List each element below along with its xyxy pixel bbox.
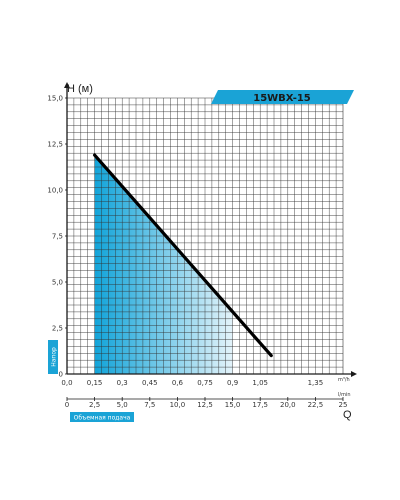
y-axis-arrow-icon (64, 82, 70, 88)
x-bottom-tick-label: 12,5 (197, 401, 213, 409)
x-bottom-tick-label: 7,5 (144, 401, 155, 409)
x-bottom-tick-label: 17,5 (252, 401, 268, 409)
chart-title: 15WBX-15 (253, 93, 311, 104)
x-bottom-tick-label: 2,5 (89, 401, 100, 409)
curve-layer (92, 153, 273, 358)
x-bottom-tick-label: 22,5 (308, 401, 324, 409)
y-tick-label: 2,5 (52, 325, 63, 333)
x-top-tick-label: 1,05 (252, 379, 268, 387)
x-top-tick-label: 0,15 (87, 379, 103, 387)
y-axis-tag-label: Напор (51, 347, 58, 367)
x-bottom-tick-label: 10,0 (170, 401, 186, 409)
x-bottom-tick-label: 20,0 (280, 401, 296, 409)
tick-label-layer: 0 2,5 5,0 7,5 10,0 12,5 15,0 0,0 0,15 0,3 0,45 0,6 0… (47, 95, 347, 410)
x-top-tick-label: 0,3 (117, 379, 128, 387)
x-bottom-tick-label: 0 (65, 401, 69, 409)
x-axis-tag (70, 412, 134, 422)
x-top-tick-label: 0,9 (227, 379, 238, 387)
x-bottom-tick-label: 25 (339, 401, 348, 409)
y-tick-label: 5,0 (52, 279, 63, 287)
y-tick-label: 0 (59, 371, 63, 379)
grid-layer (67, 97, 344, 374)
x-bottom-tick-label: 5,0 (117, 401, 128, 409)
x-top-tick-label: 0,0 (61, 379, 72, 387)
y-axis-title: H (м) (67, 83, 93, 95)
x-axis-tag-label: Объемная подача (74, 415, 131, 422)
x-top-tick-label: 0,75 (197, 379, 213, 387)
x-top-tick-label: 0,6 (172, 379, 184, 387)
x-top-unit: m³/h (338, 377, 350, 383)
y-tick-label: 10,0 (47, 187, 63, 195)
y-tick-label: 12,5 (47, 141, 63, 149)
x-axis-symbol: Q (343, 409, 352, 421)
x-top-tick-label: 0,45 (142, 379, 158, 387)
x-bottom-unit: l/min (338, 392, 351, 398)
y-tick-label: 7,5 (52, 233, 63, 241)
x-top-tick-label: 1,35 (308, 379, 324, 387)
x-bottom-tick-label: 15,0 (225, 401, 241, 409)
title-banner (211, 90, 354, 104)
y-tick-label: 15,0 (47, 95, 63, 103)
x-axis-arrow-icon (351, 371, 357, 377)
y-axis-tag (48, 340, 58, 374)
pump-curve-line (92, 153, 273, 358)
